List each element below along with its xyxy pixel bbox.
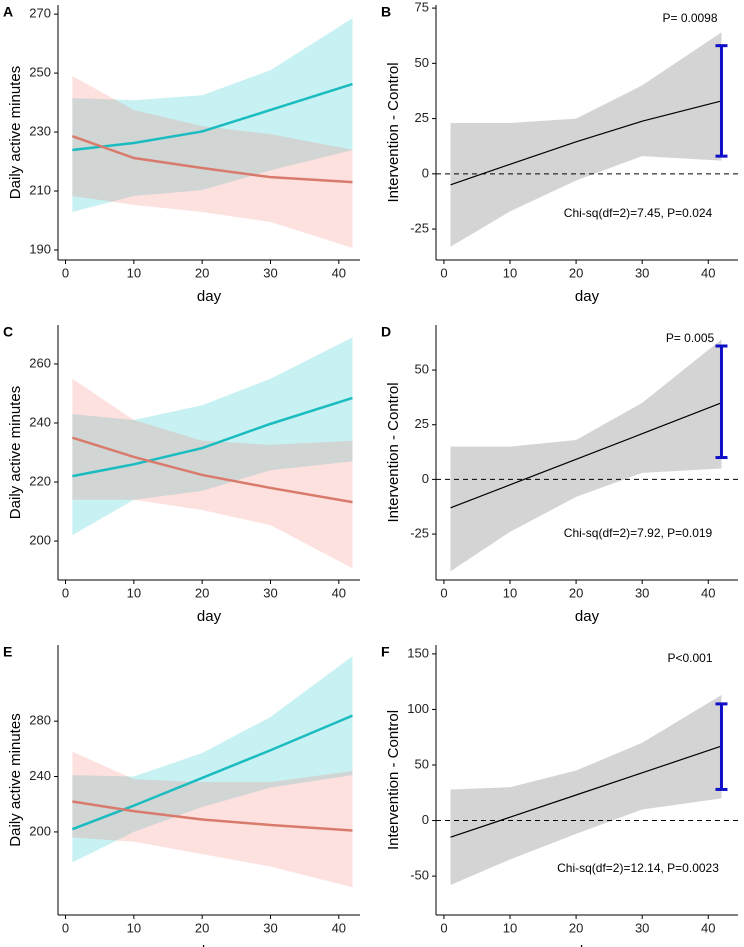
annotation: Chi-sq(df=2)=12.14, P=0.0023: [557, 861, 719, 875]
x-axis-title: day: [575, 608, 600, 625]
line: [71, 135, 353, 184]
x-tick-label: 10: [503, 920, 517, 935]
confidence-band: [72, 378, 353, 569]
y-axis-title: Daily active minutes: [7, 66, 24, 199]
x-tick-label: 40: [332, 920, 346, 935]
y-tick-label: 250: [29, 65, 51, 80]
x-tick-label: 10: [503, 585, 517, 600]
y-tick-label: -50: [410, 868, 429, 883]
panel-label: F: [381, 644, 390, 660]
y-tick-label: 0: [422, 471, 429, 486]
x-tick-label: 10: [127, 585, 141, 600]
y-tick-label: 280: [29, 713, 51, 728]
x-axis-title: day: [197, 288, 222, 305]
y-tick-label: 210: [29, 182, 51, 197]
x-axis-title: day: [197, 608, 222, 625]
x-tick-label: 20: [569, 265, 583, 280]
panel-label: C: [3, 324, 13, 340]
confidence-band: [72, 656, 353, 863]
y-tick-label: 200: [29, 823, 51, 838]
y-axis-title: Intervention - Control: [385, 382, 402, 522]
confidence-band: [450, 32, 722, 247]
x-tick-label: 20: [195, 265, 209, 280]
x-tick-label: 30: [635, 920, 649, 935]
line: [71, 714, 353, 831]
x-tick-label: 0: [62, 920, 69, 935]
x-tick-label: 0: [62, 585, 69, 600]
y-axis-title: Intervention - Control: [385, 710, 402, 850]
y-tick-label: 100: [407, 701, 429, 716]
x-tick-label: 10: [127, 920, 141, 935]
annotation: P= 0.005: [666, 331, 715, 345]
x-tick-label: 40: [332, 265, 346, 280]
x-tick-label: 40: [701, 585, 715, 600]
y-tick-label: 50: [415, 756, 429, 771]
line: [72, 800, 353, 832]
y-tick-label: 25: [415, 110, 429, 125]
x-tick-label: 20: [195, 585, 209, 600]
line: [450, 100, 722, 186]
x-tick-label: 40: [332, 585, 346, 600]
annotation: P= 0.0098: [662, 11, 717, 25]
x-tick-label: 30: [263, 920, 277, 935]
line: [450, 402, 722, 509]
y-tick-label: 260: [29, 355, 51, 370]
line: [450, 745, 722, 838]
panel-label: D: [381, 324, 391, 340]
y-tick-label: 0: [422, 165, 429, 180]
confidence-band: [72, 18, 353, 212]
line: [71, 436, 353, 504]
confidence-band: [72, 337, 353, 536]
x-tick-label: 10: [127, 265, 141, 280]
x-tick-label: 0: [440, 265, 447, 280]
x-tick-label: 20: [569, 585, 583, 600]
y-axis-title: Daily active minutes: [7, 713, 24, 846]
x-tick-label: 0: [440, 585, 447, 600]
x-tick-label: 30: [263, 265, 277, 280]
panel-label: B: [381, 4, 391, 20]
y-tick-label: 240: [29, 414, 51, 429]
panel-label: E: [3, 644, 12, 660]
x-tick-label: 20: [195, 920, 209, 935]
confidence-band: [450, 695, 722, 885]
x-tick-label: 30: [635, 265, 649, 280]
line: [72, 396, 353, 478]
annotation: P<0.001: [667, 651, 712, 665]
x-tick-label: 0: [440, 920, 447, 935]
y-tick-label: 25: [415, 416, 429, 431]
y-tick-label: 150: [407, 645, 429, 660]
line: [72, 82, 353, 152]
x-axis-title: day: [197, 943, 222, 947]
y-tick-label: 75: [415, 0, 429, 15]
y-tick-label: 0: [422, 812, 429, 827]
y-tick-label: 50: [415, 361, 429, 376]
panel-label: A: [3, 4, 13, 20]
x-tick-label: 40: [701, 920, 715, 935]
y-tick-label: -25: [410, 221, 429, 236]
y-tick-label: 50: [415, 55, 429, 70]
y-tick-label: 220: [29, 473, 51, 488]
annotation: Chi-sq(df=2)=7.45, P=0.024: [564, 206, 713, 220]
y-tick-label: 270: [29, 6, 51, 21]
y-tick-label: 230: [29, 123, 51, 138]
x-tick-label: 40: [701, 265, 715, 280]
y-tick-label: -25: [410, 526, 429, 541]
y-axis-title: Intervention - Control: [385, 62, 402, 202]
x-axis-title: day: [575, 288, 600, 305]
x-tick-label: 20: [569, 920, 583, 935]
x-axis-title: day: [575, 943, 600, 947]
y-axis-title: Daily active minutes: [7, 386, 24, 519]
x-tick-label: 10: [503, 265, 517, 280]
y-tick-label: 200: [29, 532, 51, 547]
annotation: Chi-sq(df=2)=7.92, P=0.019: [564, 526, 713, 540]
x-tick-label: 0: [62, 265, 69, 280]
x-tick-label: 30: [635, 585, 649, 600]
confidence-band: [72, 76, 353, 248]
y-tick-label: 190: [29, 241, 51, 256]
y-tick-label: 240: [29, 768, 51, 783]
x-tick-label: 30: [263, 585, 277, 600]
